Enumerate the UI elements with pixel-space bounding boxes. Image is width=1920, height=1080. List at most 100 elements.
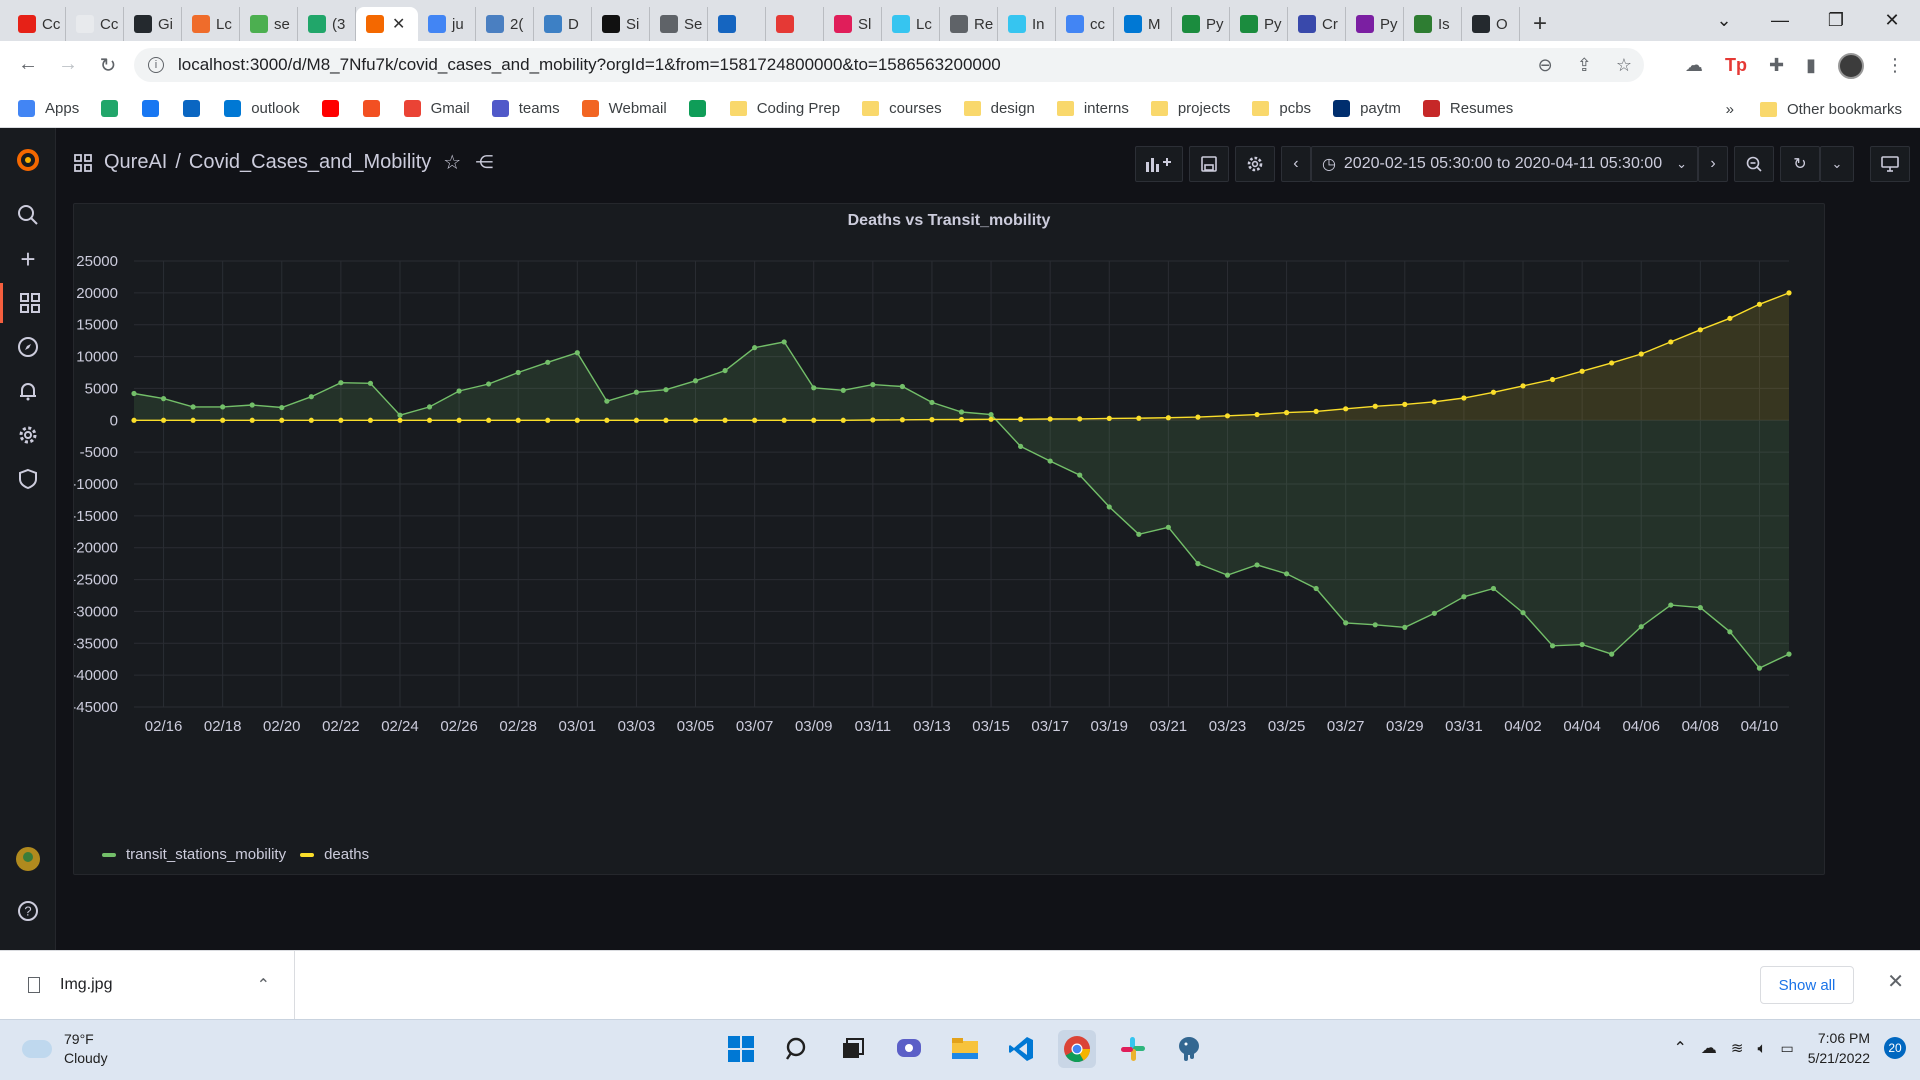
bookmark-item[interactable]	[321, 100, 349, 117]
bookmark-item[interactable]: Webmail	[581, 100, 667, 117]
data-point-transit_stations_mobility[interactable]	[308, 394, 314, 400]
search-icon[interactable]	[0, 195, 56, 235]
data-point-transit_stations_mobility[interactable]	[1136, 531, 1142, 537]
bookmark-item[interactable]: Gmail	[403, 100, 470, 117]
minimize-button[interactable]: —	[1771, 10, 1789, 30]
data-point-transit_stations_mobility[interactable]	[633, 389, 640, 395]
data-point-transit_stations_mobility[interactable]	[1018, 443, 1024, 450]
data-point-transit_stations_mobility[interactable]	[1431, 610, 1437, 616]
bookmark-item[interactable]: Resumes	[1422, 100, 1513, 117]
vscode-icon[interactable]	[1002, 1030, 1040, 1068]
server-admin-shield-icon[interactable]	[0, 459, 56, 499]
data-point-transit_stations_mobility[interactable]	[249, 402, 255, 408]
extensions-puzzle-icon[interactable]: ✚	[1769, 55, 1785, 75]
data-point-transit_stations_mobility[interactable]	[1520, 610, 1526, 616]
task-view-icon[interactable]	[834, 1030, 872, 1068]
clock[interactable]: 7:06 PM 5/21/2022	[1808, 1028, 1870, 1068]
data-point-deaths[interactable]	[1786, 290, 1792, 296]
graph-panel[interactable]: Deaths vs Transit_mobility 25000 20000 150…	[73, 203, 1825, 875]
bookmark-item[interactable]: outlook	[224, 100, 300, 117]
slack-icon[interactable]	[1114, 1030, 1152, 1068]
data-point-deaths[interactable]	[1313, 408, 1319, 414]
data-point-transit_stations_mobility[interactable]	[1372, 622, 1378, 628]
data-point-deaths[interactable]	[1697, 327, 1703, 333]
browser-tab[interactable]: Is	[1404, 7, 1462, 41]
data-point-transit_stations_mobility[interactable]	[840, 387, 846, 393]
data-point-transit_stations_mobility[interactable]	[692, 378, 699, 384]
data-point-transit_stations_mobility[interactable]	[1165, 524, 1171, 530]
data-point-deaths[interactable]	[840, 417, 846, 423]
data-point-transit_stations_mobility[interactable]	[1402, 624, 1408, 630]
data-point-transit_stations_mobility[interactable]	[456, 388, 462, 394]
battery-icon[interactable]: ▭	[1780, 1039, 1794, 1056]
back-arrow-icon[interactable]: ←	[18, 53, 38, 75]
browser-tab[interactable]: Py	[1172, 7, 1230, 41]
data-point-transit_stations_mobility[interactable]	[958, 409, 965, 415]
data-point-deaths[interactable]	[1283, 410, 1290, 416]
data-point-transit_stations_mobility[interactable]	[545, 359, 551, 365]
data-point-transit_stations_mobility[interactable]	[1756, 665, 1763, 671]
tv-mode-monitor-icon[interactable]	[1870, 146, 1910, 182]
data-point-transit_stations_mobility[interactable]	[1283, 571, 1290, 577]
data-point-transit_stations_mobility[interactable]	[752, 345, 758, 351]
breadcrumb-folder[interactable]: QureAI	[104, 151, 168, 173]
site-info-icon[interactable]: i	[148, 57, 164, 73]
data-point-transit_stations_mobility[interactable]	[397, 412, 403, 418]
data-point-transit_stations_mobility[interactable]	[929, 399, 935, 406]
data-point-deaths[interactable]	[426, 417, 433, 423]
browser-tab[interactable]: Cc	[8, 7, 66, 41]
reload-icon[interactable]: ↻	[99, 55, 117, 77]
data-point-transit_stations_mobility[interactable]	[1490, 585, 1497, 592]
data-point-deaths[interactable]	[456, 417, 462, 423]
data-point-deaths[interactable]	[899, 417, 905, 423]
browser-menu-icon[interactable]: ⋮	[1886, 55, 1904, 75]
bookmark-item[interactable]: design	[963, 100, 1035, 117]
data-point-transit_stations_mobility[interactable]	[1313, 585, 1319, 592]
browser-tab[interactable]: 2(	[476, 7, 534, 41]
data-point-transit_stations_mobility[interactable]	[1579, 641, 1585, 648]
data-point-transit_stations_mobility[interactable]	[1461, 594, 1467, 600]
data-point-transit_stations_mobility[interactable]	[1254, 562, 1260, 568]
data-point-transit_stations_mobility[interactable]	[781, 339, 787, 345]
bookmark-item[interactable]: Coding Prep	[729, 100, 840, 117]
data-point-transit_stations_mobility[interactable]	[1609, 651, 1615, 657]
notification-badge[interactable]: 20	[1884, 1037, 1906, 1059]
alerting-bell-icon[interactable]	[0, 371, 56, 411]
bookmark-item[interactable]: courses	[862, 100, 942, 117]
data-point-deaths[interactable]	[1402, 401, 1408, 407]
data-point-deaths[interactable]	[160, 417, 167, 423]
bookmark-item[interactable]: pcbs	[1252, 100, 1311, 117]
share-icon[interactable]: ⇪	[1576, 54, 1592, 75]
postgres-elephant-icon[interactable]	[1170, 1030, 1208, 1068]
data-point-transit_stations_mobility[interactable]	[1668, 602, 1674, 608]
data-point-deaths[interactable]	[486, 417, 492, 423]
data-point-deaths[interactable]	[604, 417, 610, 423]
data-point-deaths[interactable]	[1047, 416, 1053, 422]
data-point-transit_stations_mobility[interactable]	[160, 396, 167, 402]
data-point-transit_stations_mobility[interactable]	[899, 383, 905, 390]
browser-tab[interactable]: Lc	[882, 7, 940, 41]
search-icon[interactable]	[778, 1030, 816, 1068]
data-point-transit_stations_mobility[interactable]	[1727, 629, 1733, 635]
data-point-transit_stations_mobility[interactable]	[722, 367, 728, 374]
browser-tab[interactable]: Lc	[182, 7, 240, 41]
chart-area[interactable]: 25000 20000 15000 10000 5000 0 -5000 -10000 -150…	[74, 204, 1826, 876]
data-point-deaths[interactable]	[574, 417, 580, 423]
chevron-up-icon[interactable]: ⌃	[1673, 1040, 1687, 1057]
data-point-deaths[interactable]	[1077, 416, 1083, 422]
add-panel-button[interactable]	[1134, 146, 1183, 182]
data-point-deaths[interactable]	[249, 417, 255, 423]
browser-tab[interactable]: ju	[418, 7, 476, 41]
zoom-out-icon[interactable]	[1734, 146, 1774, 182]
bookmark-star-icon[interactable]: ☆	[1615, 54, 1632, 75]
data-point-transit_stations_mobility[interactable]	[367, 380, 374, 386]
data-point-deaths[interactable]	[338, 417, 344, 423]
data-point-transit_stations_mobility[interactable]	[279, 404, 285, 411]
user-avatar[interactable]	[0, 839, 56, 879]
browser-tab[interactable]: M	[1114, 7, 1172, 41]
bookmark-item[interactable]: paytm	[1333, 100, 1401, 117]
bookmark-item[interactable]	[362, 100, 390, 117]
time-shift-forward-icon[interactable]: ›	[1698, 146, 1728, 182]
data-point-deaths[interactable]	[397, 417, 403, 423]
data-point-transit_stations_mobility[interactable]	[811, 385, 817, 391]
